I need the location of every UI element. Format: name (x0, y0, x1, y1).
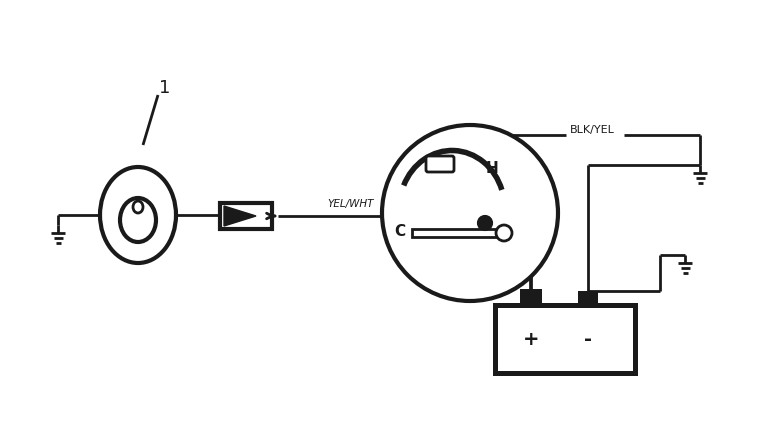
Text: BLK/YEL: BLK/YEL (570, 125, 615, 135)
Text: -: - (584, 329, 592, 349)
Circle shape (479, 217, 491, 229)
Circle shape (382, 125, 558, 301)
Bar (220, 203, 272, 229)
Bar (578, 291, 598, 305)
Circle shape (496, 225, 512, 241)
Text: +: + (522, 329, 539, 349)
Ellipse shape (100, 167, 176, 263)
Text: C: C (395, 224, 406, 238)
Bar (495, 305, 635, 373)
Ellipse shape (120, 198, 156, 242)
Text: H: H (485, 160, 498, 176)
Bar (412, 229, 498, 237)
Text: 1: 1 (159, 79, 171, 97)
FancyBboxPatch shape (426, 156, 454, 172)
Ellipse shape (133, 201, 143, 213)
Bar (520, 289, 542, 305)
Text: YEL/WHT: YEL/WHT (327, 199, 374, 209)
Polygon shape (224, 206, 256, 226)
